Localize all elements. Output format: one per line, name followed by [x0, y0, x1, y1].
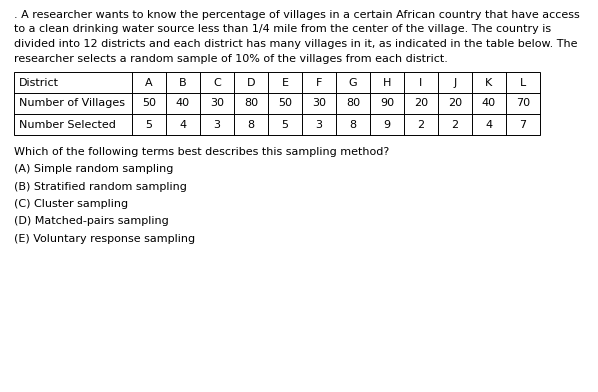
Text: District: District	[19, 78, 59, 87]
Text: 90: 90	[380, 98, 394, 109]
Text: Number of Villages: Number of Villages	[19, 98, 125, 109]
Text: (C) Cluster sampling: (C) Cluster sampling	[14, 199, 128, 209]
Text: 30: 30	[312, 98, 326, 109]
Text: 40: 40	[176, 98, 190, 109]
Text: H: H	[383, 78, 391, 87]
Text: 8: 8	[248, 120, 255, 129]
Text: (A) Simple random sampling: (A) Simple random sampling	[14, 164, 173, 174]
Text: 8: 8	[349, 120, 356, 129]
Text: 30: 30	[210, 98, 224, 109]
Text: 5: 5	[145, 120, 152, 129]
Text: Which of the following terms best describes this sampling method?: Which of the following terms best descri…	[14, 147, 389, 157]
Text: F: F	[316, 78, 322, 87]
Text: 80: 80	[346, 98, 360, 109]
Text: I: I	[419, 78, 423, 87]
Text: 20: 20	[414, 98, 428, 109]
Text: (E) Voluntary response sampling: (E) Voluntary response sampling	[14, 234, 195, 244]
Text: C: C	[213, 78, 221, 87]
Text: D: D	[247, 78, 255, 87]
Text: 20: 20	[448, 98, 462, 109]
Text: 3: 3	[316, 120, 322, 129]
Text: divided into 12 districts and each district has many villages in it, as indicate: divided into 12 districts and each distr…	[14, 39, 578, 49]
Text: 7: 7	[520, 120, 527, 129]
Text: E: E	[282, 78, 288, 87]
Text: to a clean drinking water source less than 1/4 mile from the center of the villa: to a clean drinking water source less th…	[14, 25, 551, 34]
Text: 80: 80	[244, 98, 258, 109]
Text: 50: 50	[142, 98, 156, 109]
Text: . A researcher wants to know the percentage of villages in a certain African cou: . A researcher wants to know the percent…	[14, 10, 579, 20]
Text: Number Selected: Number Selected	[19, 120, 116, 129]
Text: 50: 50	[278, 98, 292, 109]
Text: (B) Stratified random sampling: (B) Stratified random sampling	[14, 181, 187, 192]
Text: 4: 4	[179, 120, 187, 129]
Text: 5: 5	[282, 120, 288, 129]
Text: 40: 40	[482, 98, 496, 109]
Text: (D) Matched-pairs sampling: (D) Matched-pairs sampling	[14, 216, 169, 227]
Text: 2: 2	[451, 120, 459, 129]
Text: 70: 70	[516, 98, 530, 109]
Text: L: L	[520, 78, 526, 87]
Text: A: A	[145, 78, 153, 87]
Text: G: G	[349, 78, 358, 87]
Text: K: K	[486, 78, 493, 87]
Text: 2: 2	[417, 120, 425, 129]
Text: 9: 9	[383, 120, 390, 129]
Text: researcher selects a random sample of 10% of the villages from each district.: researcher selects a random sample of 10…	[14, 53, 448, 64]
Text: J: J	[453, 78, 457, 87]
Text: 4: 4	[486, 120, 493, 129]
Text: 3: 3	[213, 120, 221, 129]
Bar	[14, 72, 540, 135]
Text: B: B	[179, 78, 187, 87]
